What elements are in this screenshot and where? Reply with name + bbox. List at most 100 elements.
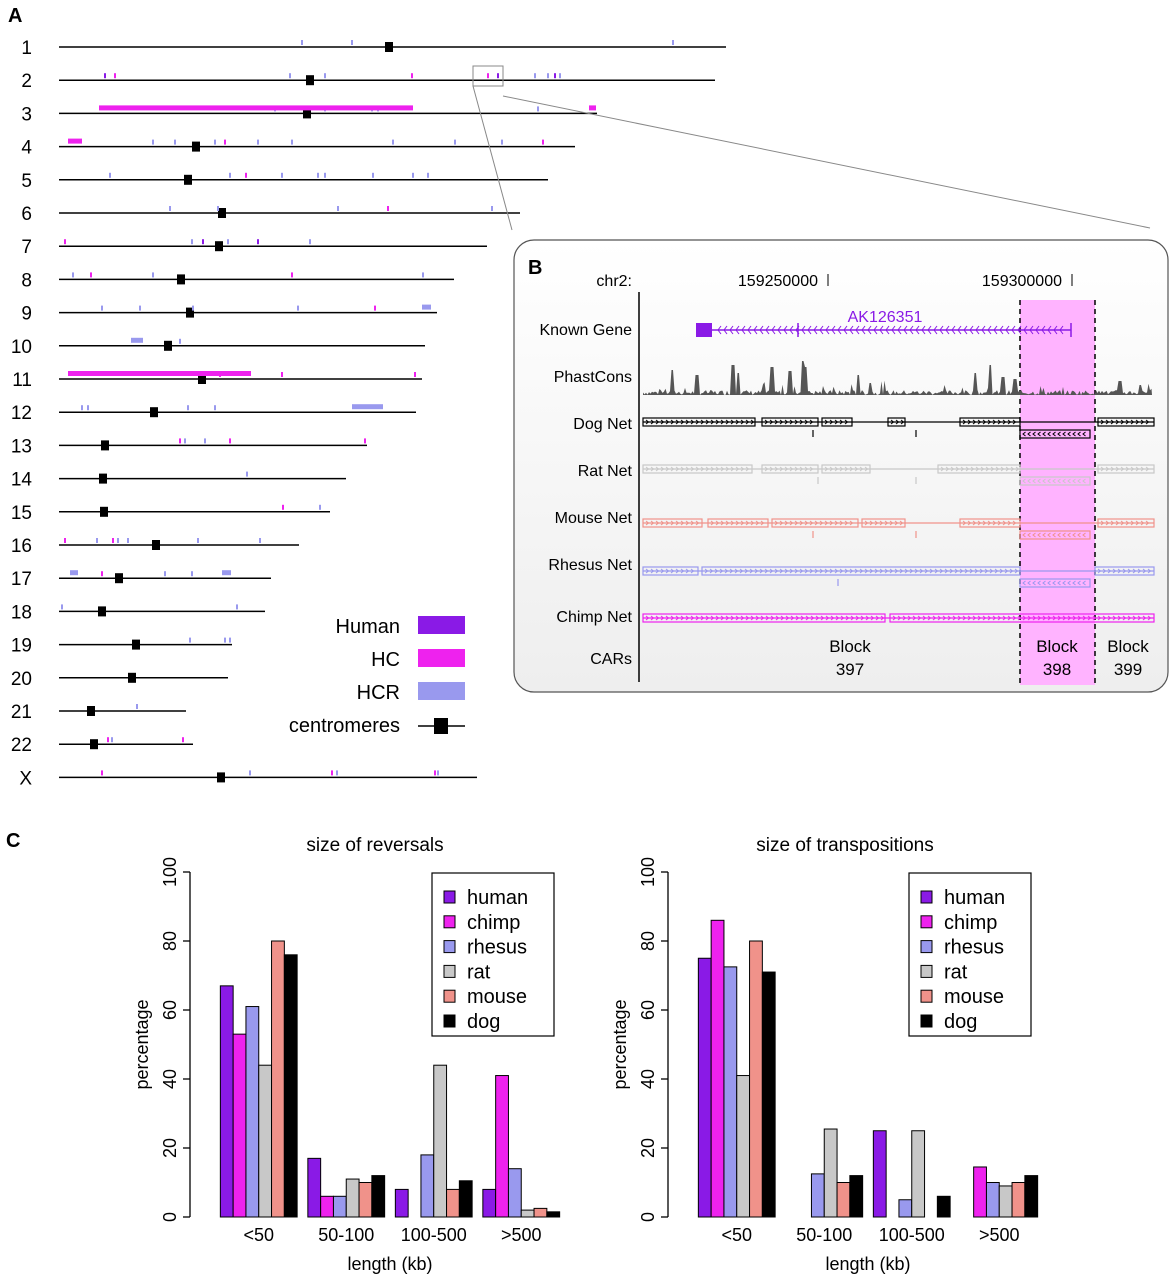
net-chevron xyxy=(1132,568,1137,574)
net-chevron xyxy=(1015,466,1020,472)
net-chevron xyxy=(997,520,1002,526)
net-chevron xyxy=(794,466,799,472)
net-chevron xyxy=(665,419,670,425)
net-chevron xyxy=(1042,431,1046,437)
region-tick xyxy=(297,305,299,311)
net-chevron xyxy=(922,615,927,621)
net-chevron xyxy=(1037,478,1041,484)
gene-arrow xyxy=(1053,325,1058,335)
region-tick xyxy=(72,272,74,278)
net-chevron xyxy=(1145,520,1150,526)
region-tick xyxy=(179,338,181,344)
net-chevron xyxy=(729,568,734,574)
net-chevron xyxy=(874,568,879,574)
net-chevron xyxy=(829,419,834,425)
net-chevron xyxy=(754,568,759,574)
block-398-highlight xyxy=(1020,300,1095,685)
net-chevron xyxy=(854,466,859,472)
net-chevron xyxy=(977,520,982,526)
net-chevron xyxy=(979,568,984,574)
chromosome-label-13: 13 xyxy=(11,436,32,457)
legend-swatch-rhesus xyxy=(443,940,456,954)
net-chevron xyxy=(745,615,750,621)
mouse-net-track xyxy=(642,518,1155,540)
chart-title: size of transpositions xyxy=(756,835,933,856)
net-chevron xyxy=(1027,431,1031,437)
net-chevron xyxy=(1077,615,1082,621)
region-tick xyxy=(497,73,499,79)
gene-arrow xyxy=(903,325,908,335)
chromosome-label-6: 6 xyxy=(21,204,32,225)
net-chevron xyxy=(1022,532,1026,538)
centromere-1 xyxy=(385,42,393,52)
net-chevron xyxy=(680,520,685,526)
net-chevron xyxy=(1110,466,1115,472)
net-chevron xyxy=(1037,532,1041,538)
region-tick xyxy=(554,73,556,79)
net-chevron xyxy=(819,568,824,574)
net-chevron xyxy=(834,568,839,574)
bar-rhesus xyxy=(985,1182,1000,1218)
net-chevron xyxy=(809,520,814,526)
net-chevron xyxy=(1027,478,1031,484)
net-chevron xyxy=(760,615,765,621)
net-chevron xyxy=(899,568,904,574)
centromere-17 xyxy=(115,573,123,584)
chromosome-label-7: 7 xyxy=(21,237,32,258)
bar-mouse xyxy=(358,1182,373,1218)
net-chevron xyxy=(774,419,779,425)
region-tick xyxy=(192,305,194,311)
net-chevron xyxy=(1130,520,1135,526)
gene-arrow xyxy=(993,325,998,335)
net-chevron xyxy=(715,520,720,526)
centromere-19 xyxy=(132,639,140,650)
net-chevron xyxy=(1072,431,1076,437)
centromere-12 xyxy=(150,407,158,418)
gene-arrow xyxy=(837,325,842,335)
net-chevron xyxy=(864,568,869,574)
net-chevron xyxy=(725,419,730,425)
chromosome-label-11: 11 xyxy=(12,370,32,391)
block-399-num: 399 xyxy=(1114,660,1142,679)
net-block xyxy=(642,464,753,474)
net-chevron xyxy=(1100,419,1105,425)
net-tracks xyxy=(642,417,1155,623)
region-tick xyxy=(112,538,114,543)
net-chevron xyxy=(780,615,785,621)
gene-arrow xyxy=(897,325,902,335)
net-chevron xyxy=(660,520,665,526)
net-chevron xyxy=(740,419,745,425)
net-chevron xyxy=(750,520,755,526)
chromosome-label-21: 21 xyxy=(11,702,32,723)
net-chevron xyxy=(880,615,885,621)
net-chevron xyxy=(655,419,660,425)
net-chevron xyxy=(982,520,987,526)
net-chevron xyxy=(824,568,829,574)
net-chevron xyxy=(1062,580,1066,586)
gene-arrow xyxy=(861,325,866,335)
net-chevron xyxy=(1145,419,1150,425)
track-label-dog-net: Dog Net xyxy=(573,416,632,433)
zoom-box xyxy=(472,65,504,87)
net-chevron xyxy=(685,568,690,574)
net-chevron xyxy=(1027,580,1031,586)
net-chevron xyxy=(1022,615,1027,621)
net-chevron xyxy=(860,615,865,621)
net-chevron xyxy=(1102,568,1107,574)
net-chevron xyxy=(1100,466,1105,472)
net-block xyxy=(887,417,906,427)
chrom-label: chr2: xyxy=(596,273,632,290)
region-tick xyxy=(246,471,248,477)
net-chevron xyxy=(650,568,655,574)
net-block xyxy=(889,613,1155,623)
region-tick xyxy=(191,239,193,245)
net-chevron xyxy=(1042,580,1046,586)
net-chevron xyxy=(764,466,769,472)
gene-arrow xyxy=(747,325,752,335)
region-tick xyxy=(187,405,189,411)
net-chevron xyxy=(670,615,675,621)
net-chevron xyxy=(705,466,710,472)
gene-arrow xyxy=(987,325,992,335)
legend-hcr-label: HCR xyxy=(357,682,400,704)
x-tick-label: <50 xyxy=(721,1225,752,1245)
